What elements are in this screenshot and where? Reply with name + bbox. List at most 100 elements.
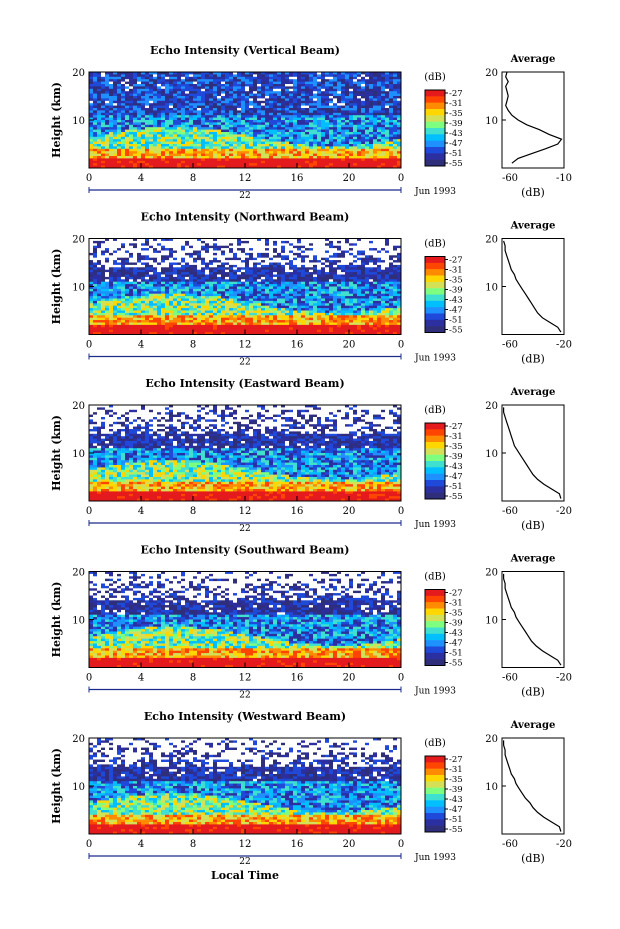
heatmap-cell — [153, 124, 158, 128]
heatmap-cell — [277, 136, 282, 140]
heatmap-cell — [369, 238, 374, 242]
heatmap-cell — [385, 112, 390, 116]
heatmap-cell — [261, 260, 266, 263]
heatmap-cell — [197, 252, 202, 256]
heatmap-cell — [209, 84, 214, 87]
heatmap-cell — [377, 139, 382, 142]
heatmap-cell — [89, 76, 94, 80]
heatmap-cell — [329, 120, 334, 123]
heatmap-cell — [97, 117, 102, 121]
heatmap-cell — [177, 156, 182, 159]
heatmap-cell — [225, 291, 230, 294]
heatmap-cell — [121, 141, 126, 145]
heatmap-cell — [293, 274, 298, 278]
heatmap-cell — [221, 252, 226, 256]
heatmap-cell — [97, 248, 102, 251]
heatmap-cell — [377, 272, 382, 275]
heatmap-cell — [293, 81, 298, 85]
heatmap-cell — [181, 156, 186, 159]
heatmap-cell — [193, 76, 198, 80]
heatmap-cell — [181, 284, 186, 287]
heatmap-cell — [341, 245, 346, 249]
heatmap-cell — [161, 72, 166, 75]
heatmap-cell — [141, 72, 146, 75]
heatmap-cell — [285, 76, 290, 80]
heatmap-cell — [221, 120, 226, 123]
heatmap-cell — [297, 279, 302, 282]
heatmap-cell — [289, 115, 294, 118]
heatmap-cell — [249, 88, 254, 92]
heatmap-cell — [153, 120, 158, 123]
heatmap-cell — [177, 115, 182, 118]
heatmap-cell — [213, 286, 218, 290]
heatmap-cell — [233, 134, 238, 138]
heatmap-cell — [89, 105, 94, 109]
heatmap-cell — [301, 240, 306, 244]
heatmap-cell — [321, 163, 326, 166]
heatmap-cell — [273, 156, 278, 159]
heatmap-cell — [253, 284, 258, 287]
heatmap-cell — [173, 281, 178, 285]
heatmap-cell — [109, 122, 114, 126]
heatmap-cell — [153, 84, 158, 87]
heatmap-cell — [257, 267, 262, 270]
heatmap-cell — [281, 238, 286, 242]
heatmap-cell — [93, 144, 98, 147]
heatmap-cell — [113, 163, 118, 166]
heatmap-cell — [233, 141, 238, 145]
heatmap-cell — [193, 267, 198, 270]
heatmap-cell — [381, 86, 386, 90]
heatmap-cell — [341, 108, 346, 111]
heatmap-cell — [213, 165, 218, 169]
heatmap-cell — [205, 105, 210, 109]
heatmap-cell — [117, 279, 122, 282]
heatmap-cell — [153, 115, 158, 118]
heatmap-cell — [89, 151, 94, 154]
heatmap-cell — [361, 144, 366, 147]
heatmap-cell — [213, 81, 218, 85]
heatmap-cell — [313, 112, 318, 116]
heatmap-cell — [297, 132, 302, 135]
heatmap-cell — [121, 248, 126, 251]
heatmap-cell — [185, 79, 190, 82]
heatmap-cell — [133, 144, 138, 147]
heatmap-cell — [93, 158, 98, 162]
heatmap-cell — [117, 98, 122, 102]
heatmap-cell — [373, 286, 378, 290]
heatmap-cell — [269, 158, 274, 162]
heatmap-cell — [261, 74, 266, 78]
heatmap-cell — [125, 72, 130, 75]
heatmap-cell — [229, 257, 234, 261]
heatmap-cell — [393, 93, 398, 97]
heatmap-cell — [201, 240, 206, 244]
heatmap-cell — [289, 79, 294, 82]
heatmap-cell — [101, 243, 106, 246]
heatmap-cell — [337, 124, 342, 128]
heatmap-cell — [277, 129, 282, 133]
heatmap-cell — [369, 252, 374, 256]
heatmap-cell — [277, 151, 282, 154]
heatmap-cell — [229, 160, 234, 164]
heatmap-cell — [373, 144, 378, 147]
heatmap-cell — [221, 141, 226, 145]
heatmap-cell — [145, 286, 150, 290]
heatmap-cell — [189, 134, 194, 138]
heatmap-cell — [181, 276, 186, 280]
heatmap-cell — [185, 257, 190, 261]
heatmap-cell — [257, 105, 262, 109]
heatmap-cell — [133, 72, 138, 75]
heatmap-cell — [309, 134, 314, 138]
heatmap-cell — [337, 267, 342, 270]
heatmap-cell — [357, 243, 362, 246]
heatmap-cell — [253, 136, 258, 140]
heatmap-cell — [329, 117, 334, 121]
heatmap-cell — [325, 136, 330, 140]
heatmap-cell — [325, 148, 330, 152]
heatmap-cell — [97, 132, 102, 135]
heatmap-cell — [285, 279, 290, 282]
heatmap-cell — [357, 250, 362, 254]
average-title: Average — [510, 54, 556, 65]
heatmap-cell — [133, 120, 138, 123]
heatmap-cell — [121, 284, 126, 287]
heatmap-cell — [141, 250, 146, 254]
